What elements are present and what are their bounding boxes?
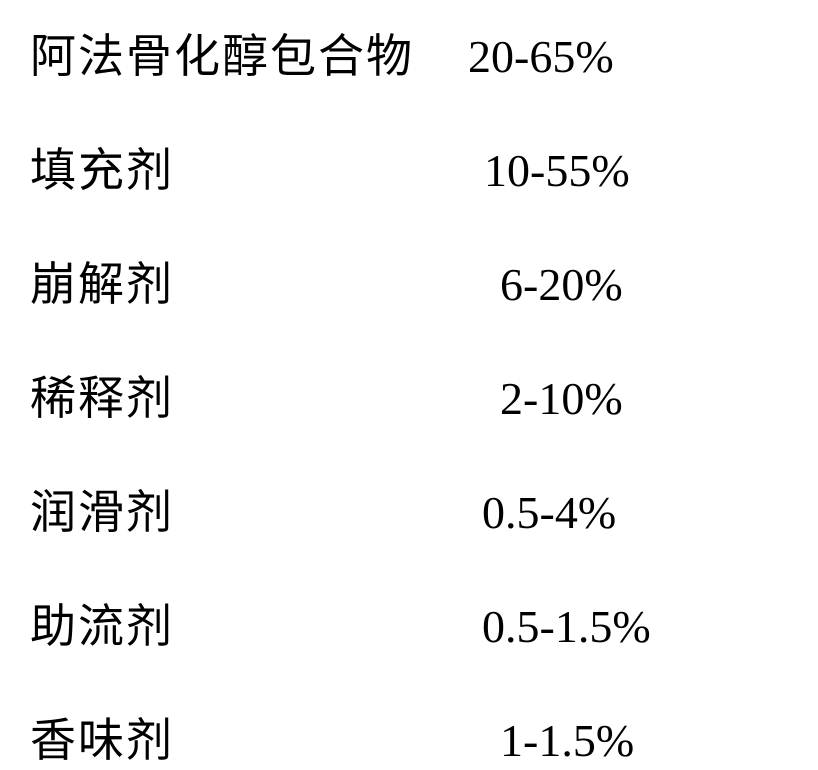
ingredient-label: 稀释剂 bbox=[30, 362, 174, 428]
ingredient-row: 助流剂 0.5-1.5% bbox=[30, 590, 788, 656]
ingredient-label: 香味剂 bbox=[30, 704, 174, 770]
ingredient-label: 崩解剂 bbox=[30, 248, 174, 314]
ingredient-value: 1-1.5% bbox=[500, 714, 634, 767]
ingredient-row: 稀释剂 2-10% bbox=[30, 362, 788, 428]
ingredient-label: 阿法骨化醇包合物 bbox=[30, 20, 414, 86]
ingredient-label: 填充剂 bbox=[30, 134, 174, 200]
ingredient-value: 0.5-4% bbox=[482, 486, 616, 539]
ingredient-row: 润滑剂 0.5-4% bbox=[30, 476, 788, 542]
ingredient-row: 崩解剂 6-20% bbox=[30, 248, 788, 314]
ingredient-list: 阿法骨化醇包合物 20-65% 填充剂 10-55% 崩解剂 6-20% 稀释剂 2-10% 润… bbox=[30, 20, 788, 770]
ingredient-value: 6-20% bbox=[500, 258, 623, 311]
ingredient-value: 20-65% bbox=[468, 30, 614, 83]
ingredient-value: 0.5-1.5% bbox=[482, 600, 651, 653]
ingredient-label: 润滑剂 bbox=[30, 476, 174, 542]
ingredient-label: 助流剂 bbox=[30, 590, 174, 656]
ingredient-row: 阿法骨化醇包合物 20-65% bbox=[30, 20, 788, 86]
ingredient-value: 10-55% bbox=[484, 144, 630, 197]
ingredient-row: 香味剂 1-1.5% bbox=[30, 704, 788, 770]
ingredient-value: 2-10% bbox=[500, 372, 623, 425]
ingredient-row: 填充剂 10-55% bbox=[30, 134, 788, 200]
